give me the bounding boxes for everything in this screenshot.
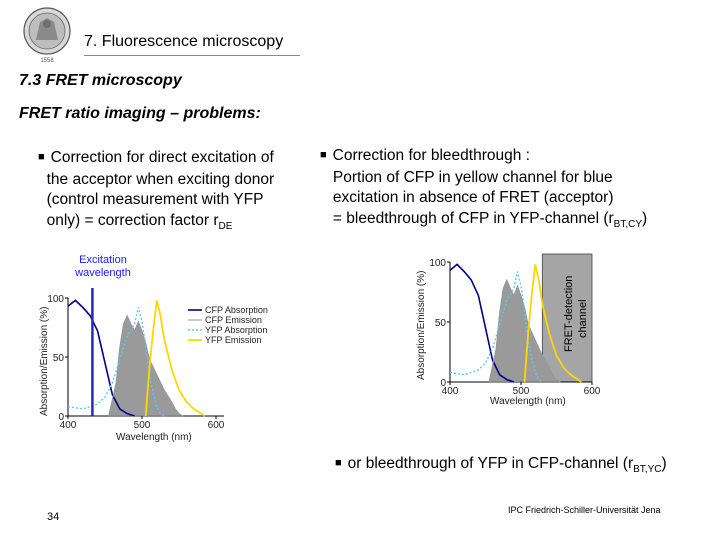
y-axis-label: Absorption/Emission (%) <box>39 307 50 416</box>
subscript: BT,YC <box>633 464 662 476</box>
left-bullet-line: Correction for direct excitation of <box>50 149 274 166</box>
y-tick-label: 100 <box>429 258 446 269</box>
fret-channel-label: FRET-detection <box>563 276 575 352</box>
y-tick-label: 50 <box>435 318 447 329</box>
legend-label: CFP Emission <box>205 315 262 325</box>
left-bullet-paragraph: ■ Correction for direct excitation of the… <box>38 148 274 237</box>
legend-label: CFP Absorption <box>205 305 268 315</box>
legend-label: YFP Emission <box>205 335 261 345</box>
y-tick-label: 0 <box>58 412 64 423</box>
cfp-abs-line <box>449 263 515 383</box>
right-bullet-line: Correction for bleedthrough : <box>332 147 530 164</box>
bullet-icon: ■ <box>38 151 45 163</box>
x-axis-label: Wavelength (nm) <box>490 396 566 407</box>
cfp-em-line <box>488 278 561 383</box>
closing-paren: ) <box>661 455 667 472</box>
y-tick-label: 50 <box>53 353 65 364</box>
left-bullet-line: the acceptor when exciting donor <box>46 170 275 188</box>
fret-detection-band <box>541 253 593 383</box>
yfp-abs-line <box>67 307 165 417</box>
chapter-title: 7. Fluorescence microscopy <box>84 33 284 50</box>
yfp-em-line <box>144 300 206 417</box>
cfp-em-line <box>108 314 183 417</box>
header-divider <box>84 55 300 56</box>
right-bullet-line: Portion of CFP in yellow channel for blu… <box>332 168 613 186</box>
slide-subtitle: FRET ratio imaging – problems: <box>19 105 261 122</box>
subscript: BT,CY <box>613 218 643 230</box>
seal-year: 1558 <box>40 58 54 64</box>
x-tick-label: 600 <box>584 386 601 397</box>
closing-paren: ) <box>642 209 648 227</box>
y-tick-label: 100 <box>47 294 64 305</box>
right-bullet-line: excitation in absence of FRET (acceptor) <box>332 189 614 206</box>
fret-channel-label: channel <box>577 299 589 338</box>
bullet-icon: ■ <box>335 457 342 469</box>
legend-label: YFP Absorption <box>205 325 267 335</box>
university-seal-logo: 1558 <box>18 6 76 64</box>
footer-institution: IPC Friedrich-Schiller-Universität Jena <box>508 505 661 515</box>
left-bullet-line: only) = correction factor r <box>46 211 219 229</box>
bottom-bullet-text: or bleedthrough of YFP in CFP-channel (r <box>347 455 634 472</box>
excitation-wavelength-label: Excitation wavelength <box>58 254 148 280</box>
excitation-label-line: wavelength <box>75 267 131 279</box>
right-bullet-paragraph: ■ Correction for bleedthrough : Portion o… <box>320 146 647 235</box>
section-title: 7.3 FRET microscopy <box>19 72 182 89</box>
page-number: 34 <box>47 511 60 523</box>
left-bullet-line: (control measurement with YFP <box>46 191 264 208</box>
y-tick-label: 0 <box>440 378 446 389</box>
cfp-abs-line <box>67 299 135 417</box>
x-tick-label: 400 <box>60 420 77 431</box>
x-tick-label: 500 <box>134 420 151 431</box>
yfp-em-line <box>523 264 582 383</box>
x-axis-label: Wavelength (nm) <box>116 432 192 443</box>
subscript: DE <box>218 220 233 232</box>
x-tick-label: 400 <box>442 386 459 397</box>
excitation-label-line: Excitation <box>79 254 127 266</box>
right-bullet-line: = bleedthrough of CFP in YFP-channel (r <box>332 209 614 227</box>
yfp-abs-line <box>449 271 543 383</box>
x-tick-label: 500 <box>513 386 530 397</box>
x-tick-label: 600 <box>208 420 225 431</box>
y-axis-label: Absorption/Emission (%) <box>416 271 427 380</box>
bullet-icon: ■ <box>320 149 327 161</box>
bottom-bullet-paragraph: ■ or bleedthrough of YFP in CFP-channel (… <box>335 454 667 481</box>
